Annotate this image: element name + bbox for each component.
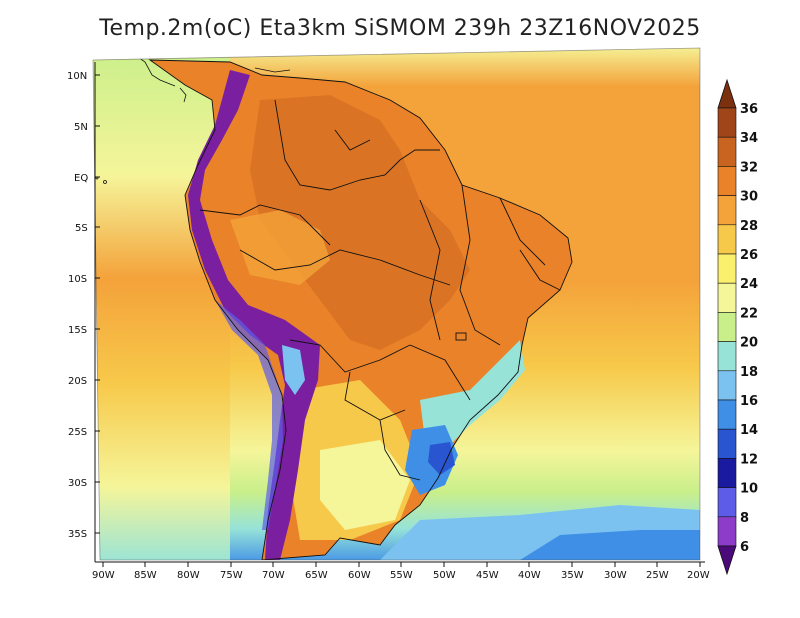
map-panel	[93, 48, 700, 560]
lon-label-60w: 60W	[348, 570, 371, 581]
colorbar-segment	[717, 341, 737, 372]
lat-label-eq: EQ	[74, 173, 88, 184]
lon-label-70w: 70W	[262, 570, 285, 581]
colorbar-segment	[717, 399, 737, 430]
colorbar-segment	[717, 253, 737, 284]
lon-label-90w: 90W	[92, 570, 115, 581]
latitude-ticks: 10N 5N EQ 5S 10S 15S 20S 25S 30S 35S	[67, 71, 100, 540]
serra-cold	[428, 442, 455, 475]
colorbar-segment	[717, 312, 737, 342]
colorbar-label: 18	[740, 365, 758, 380]
map-frame	[92, 47, 701, 561]
colorbar-segment	[717, 166, 737, 196]
mild-patch-amazon	[230, 210, 330, 285]
colorbar-label: 14	[740, 423, 758, 438]
altiplano-lake	[282, 345, 305, 395]
colorbar-label: 16	[740, 394, 758, 409]
colorbar-segment	[717, 136, 737, 167]
colorbar-segment	[717, 282, 737, 313]
lon-label-45w: 45W	[476, 570, 499, 581]
colorbar-segment	[717, 195, 737, 226]
colorbar-label: 22	[740, 306, 758, 321]
pampas-cool	[320, 440, 410, 530]
hot-interior	[250, 95, 470, 350]
colder-ocean-patch	[520, 530, 700, 560]
map-title: Temp.2m(oC) Eta3km SiSMOM 239h 23Z16NOV2…	[99, 16, 701, 41]
colorbar: 36 34 32 30 28 26 24 22 20 18 16 14 12 10 8 6	[717, 78, 758, 576]
lat-label-20s: 20S	[68, 376, 87, 387]
lon-label-75w: 75W	[220, 570, 243, 581]
lon-label-20w: 20W	[687, 570, 710, 581]
colorbar-bottom-triangle	[717, 545, 737, 576]
colorbar-label: 32	[740, 160, 758, 175]
south-america-land	[150, 60, 572, 560]
lon-label-65w: 65W	[305, 570, 328, 581]
lat-label-30s: 30S	[68, 478, 87, 489]
colorbar-label: 30	[740, 190, 758, 205]
colorbar-label: 26	[740, 248, 758, 263]
lat-label-10n: 10N	[67, 71, 87, 82]
caribbean-coast	[95, 54, 291, 184]
colorbar-label: 8	[740, 511, 749, 526]
colorbar-segment	[717, 428, 737, 459]
lat-label-25s: 25S	[68, 427, 87, 438]
lat-label-35s: 35S	[68, 529, 87, 540]
lon-label-40w: 40W	[518, 570, 541, 581]
lon-label-55w: 55W	[390, 570, 413, 581]
colorbar-segment	[717, 370, 737, 401]
andes-range	[188, 70, 320, 560]
pacific-ocean-field	[93, 48, 230, 560]
lat-label-10s: 10S	[68, 274, 87, 285]
longitude-ticks: 90W 85W 80W 75W 70W 65W 60W 55W 50W 45W …	[92, 562, 710, 581]
lat-label-5n: 5N	[74, 122, 88, 133]
southeast-highlands	[420, 340, 525, 450]
lat-label-15s: 15S	[68, 325, 87, 336]
lon-label-35w: 35W	[561, 570, 584, 581]
colorbar-segment	[717, 458, 737, 488]
lon-label-25w: 25W	[646, 570, 669, 581]
lon-label-30w: 30W	[604, 570, 627, 581]
colorbar-segment	[717, 107, 737, 138]
colorbar-label: 12	[740, 452, 758, 467]
lat-label-5s: 5S	[75, 223, 88, 234]
colorbar-label: 20	[740, 336, 758, 351]
colorbar-segment	[717, 516, 737, 547]
lon-label-80w: 80W	[177, 570, 200, 581]
colorbar-label: 28	[740, 219, 758, 234]
colorbar-label: 6	[740, 540, 749, 555]
colorbar-label: 10	[740, 482, 758, 497]
country-borders	[148, 59, 573, 560]
colorbar-label: 36	[740, 102, 758, 117]
colorbar-segment	[717, 224, 737, 255]
colorbar-top-triangle	[717, 78, 737, 109]
colorbar-segment	[717, 487, 737, 518]
lon-label-85w: 85W	[134, 570, 157, 581]
lon-label-50w: 50W	[433, 570, 456, 581]
colorbar-label: 34	[740, 131, 758, 146]
colorbar-label: 24	[740, 277, 758, 292]
